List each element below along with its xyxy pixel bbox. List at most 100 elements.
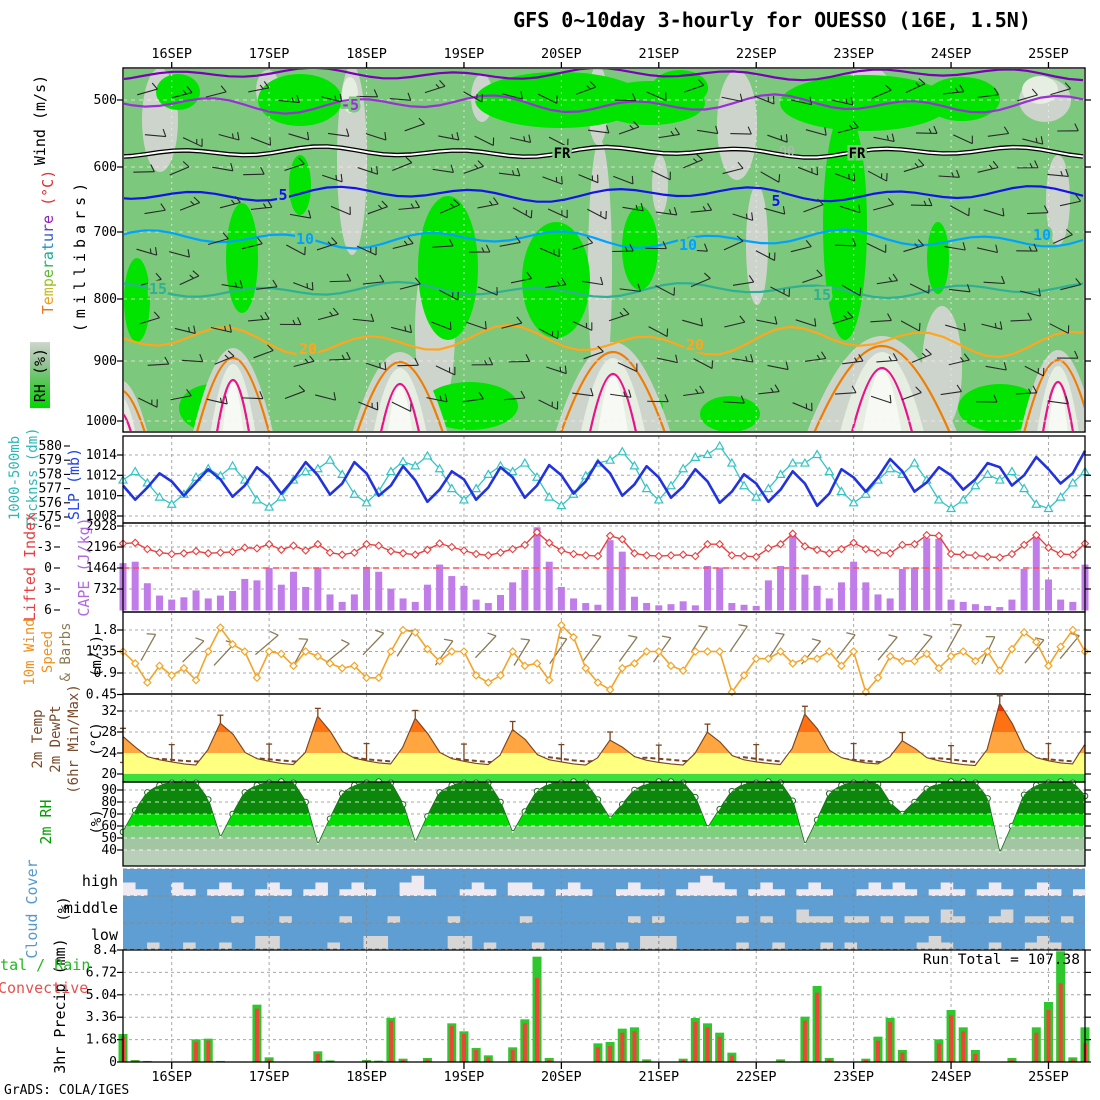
wind-speed-marker [715, 647, 725, 656]
dry-bump-tip [862, 370, 902, 431]
wind-barb [732, 281, 754, 286]
wind-speed-marker [605, 685, 615, 695]
t2m-tick-label: 28 [101, 725, 117, 740]
thickness-marker [507, 466, 518, 476]
cloud-clear-bar [363, 889, 377, 896]
pressure-tick-label: 800 [94, 292, 117, 307]
li-marker [983, 552, 992, 562]
wind-barb-tick [477, 160, 484, 167]
rh-axis-label: RH (%) [30, 341, 50, 409]
wind-speed-marker [386, 647, 396, 656]
li-marker [751, 552, 761, 562]
wind-barb [1015, 392, 1037, 395]
wind-speed-marker [374, 673, 384, 683]
wind-barb [837, 126, 859, 134]
wind-barb [805, 129, 827, 136]
wind-speed-marker [788, 659, 798, 668]
wind-barb [356, 245, 377, 256]
moist-patch [522, 222, 590, 338]
precip-convective-bar [401, 1060, 406, 1062]
page-title: GFS 0~10day 3-hourly for OUESSO (16E, 1.… [513, 8, 1031, 32]
contour-label: 20 [686, 336, 704, 354]
wind-barb-tick [674, 127, 680, 135]
cloud-clear-bar [916, 916, 930, 923]
cape-tick-label: 2196 [86, 540, 117, 555]
wind-barb [1017, 94, 1038, 102]
wind-barb-tick [559, 366, 562, 372]
date-axes: 16SEP 16SEP 17SEP 17SEP 18SEP 18SEP 19SEP 19SEP… [151, 46, 1068, 1085]
wind-barb-tick [407, 92, 412, 101]
surface-wind-barb [513, 639, 531, 666]
wind-barb-tick [234, 282, 238, 288]
wind-barb [866, 242, 886, 253]
thickness-marker [714, 440, 725, 450]
surface-wind-barb-tick [698, 625, 708, 628]
precip-tick-label: 5.04 [86, 988, 117, 1003]
wind-barb-tick [311, 282, 314, 291]
wind-barb-tick [410, 203, 415, 209]
wind-speed-marker [155, 661, 164, 671]
wind-barb [646, 91, 667, 101]
cape-bar [1032, 537, 1040, 611]
thickness-marker [678, 463, 689, 473]
wind10m-tick-label: 0.45 [86, 688, 117, 703]
wind-barb [147, 363, 169, 366]
wind-barb [610, 393, 632, 398]
wind-barb [539, 247, 560, 258]
wind-barb-tick [384, 361, 387, 370]
wind-barb [463, 165, 484, 174]
li-tick-label: 0 [44, 561, 52, 576]
wind-barb [144, 209, 166, 215]
wind-barb [682, 159, 703, 169]
wind-barb-tick [453, 199, 460, 206]
cape-bar [582, 603, 590, 611]
wind-barb [182, 137, 203, 148]
wind-barb-tick [259, 84, 264, 90]
thickness-marker [337, 469, 348, 478]
wind-barb-tick [239, 280, 243, 289]
wind-barb [870, 319, 892, 323]
cape-axis-label: CAPE (J/kg) [75, 517, 93, 617]
rh2m-tick-label: 80 [101, 795, 117, 810]
cloud-clear-bar [219, 942, 232, 949]
wind-barb [327, 132, 349, 137]
wind-barb [647, 400, 669, 403]
wind-barb-tick [966, 284, 971, 293]
wind-barb-tick [334, 95, 337, 101]
cloud-clear-bar [147, 942, 160, 949]
panel-precip-frame [122, 949, 1086, 1063]
precip-convective-bar [461, 1034, 466, 1062]
wind-barb-tick [296, 94, 300, 103]
wind-barb [1010, 319, 1032, 322]
precip-convective-bar [936, 1043, 941, 1062]
wind-barb [248, 318, 270, 322]
wind-barb [944, 245, 966, 251]
wind-barb-tick [308, 210, 312, 219]
wind-barb-tick [748, 275, 755, 283]
surface-wind-barb-tick [298, 638, 308, 640]
cape-bar [959, 601, 967, 611]
cloud-clear-bar [688, 882, 701, 896]
surface-wind-barb [912, 636, 933, 661]
wind-barb [218, 133, 240, 141]
cloud-clear-bar [796, 889, 809, 896]
wind-barb-tick [515, 235, 521, 243]
wind-barb [241, 243, 263, 250]
slp-line [122, 450, 1087, 508]
contour-label: 10 [1033, 226, 1051, 244]
temp-contour-25 [1023, 358, 1084, 431]
wind-barb-tick [1028, 246, 1032, 252]
cape-bar [533, 527, 541, 611]
wind-barb [724, 321, 745, 328]
wind-barb-tick [345, 128, 350, 137]
wind-barb-tick [269, 137, 272, 146]
li-marker [289, 541, 298, 550]
cloud-clear-bar [279, 889, 292, 896]
wind10m-axis-label-2: Speed [40, 630, 56, 674]
wind-speed-marker [593, 678, 603, 687]
cape-bar [180, 597, 188, 611]
wind-barb-tick [150, 164, 155, 172]
wind-barb-tick [272, 279, 278, 288]
cape-bar [436, 564, 444, 611]
